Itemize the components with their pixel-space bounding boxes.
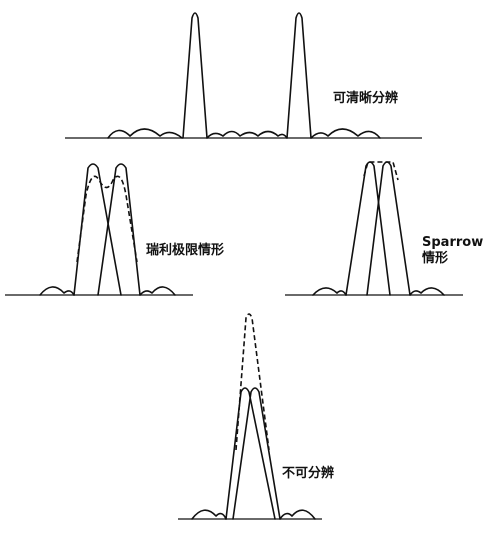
sum-curve <box>76 175 138 263</box>
sum-curve <box>363 161 399 181</box>
panel-rayleigh-limit <box>5 163 193 296</box>
peak-left <box>182 12 208 139</box>
label-rayleigh-limit: 瑞利极限情形 <box>146 243 225 258</box>
sum-curve <box>235 313 270 451</box>
peak-right <box>366 161 411 296</box>
label-clearly-resolved: 可清晰分辨 <box>333 91 399 106</box>
peak-left <box>73 163 122 296</box>
label-sparrow: Sparrow <box>422 235 484 250</box>
side-lobes <box>107 128 381 139</box>
peak-right <box>97 163 141 296</box>
peak-right <box>232 387 281 520</box>
panel-clearly-resolved <box>65 12 422 139</box>
panel-sparrow-criterion <box>285 161 463 296</box>
peak-left <box>345 161 391 296</box>
side-lobes <box>39 286 176 296</box>
peak-left <box>225 387 276 520</box>
panel-not-resolvable <box>178 313 322 520</box>
side-lobes <box>312 287 445 296</box>
label-sparrow-case: 情形 <box>422 251 449 266</box>
label-not-resolvable: 不可分辨 <box>282 466 335 481</box>
side-lobes <box>191 509 316 520</box>
peak-right <box>286 12 312 139</box>
